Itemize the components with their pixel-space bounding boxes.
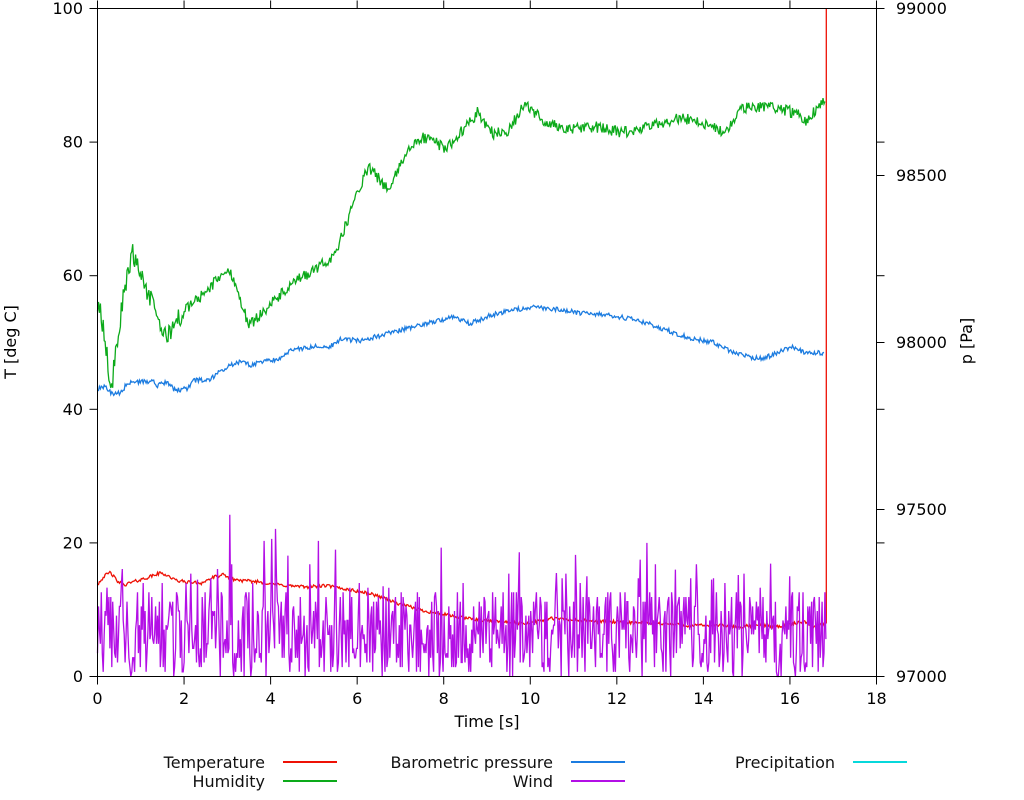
x-axis-label: Time [s] bbox=[453, 712, 519, 731]
legend-item-barometric-pressure: Barometric pressure bbox=[333, 751, 625, 773]
legend-line-humidity bbox=[283, 780, 337, 782]
svg-text:18: 18 bbox=[866, 689, 886, 708]
legend-label-humidity: Humidity bbox=[192, 771, 265, 791]
svg-text:0: 0 bbox=[92, 689, 102, 708]
legend-item-temperature: Temperature bbox=[45, 751, 337, 773]
legend-line-barometric-pressure bbox=[571, 761, 625, 763]
chart-series-layer bbox=[96, 8, 827, 678]
svg-text:16: 16 bbox=[780, 689, 800, 708]
svg-text:14: 14 bbox=[693, 689, 713, 708]
svg-text:40: 40 bbox=[63, 400, 83, 419]
svg-text:2: 2 bbox=[179, 689, 189, 708]
svg-text:0: 0 bbox=[73, 667, 83, 686]
chart-frame bbox=[89, 0, 885, 685]
svg-text:98000: 98000 bbox=[896, 333, 947, 352]
series-line-humidity bbox=[96, 97, 826, 389]
chart-tick-labels: 0 2 4 6 8 10 12 14 16 18 0 20 40 60 80 100 97000 97500 980… bbox=[52, 0, 946, 708]
legend-line-wind bbox=[571, 780, 625, 782]
svg-text:4: 4 bbox=[266, 689, 276, 708]
svg-text:99000: 99000 bbox=[896, 0, 947, 18]
legend-label-precipitation: Precipitation bbox=[734, 752, 835, 772]
legend-line-precipitation bbox=[853, 761, 907, 763]
svg-text:97500: 97500 bbox=[896, 500, 947, 519]
series-line-temperature bbox=[97, 8, 827, 631]
series-line-barometric-pressure bbox=[97, 304, 825, 397]
svg-text:8: 8 bbox=[439, 689, 449, 708]
svg-text:100: 100 bbox=[52, 0, 83, 18]
svg-text:20: 20 bbox=[63, 533, 83, 552]
svg-text:97000: 97000 bbox=[896, 667, 947, 686]
legend-item-wind: Wind bbox=[333, 770, 625, 792]
y2-axis-label: p [Pa] bbox=[957, 318, 976, 364]
legend-item-precipitation: Precipitation bbox=[615, 751, 907, 773]
svg-text:12: 12 bbox=[607, 689, 627, 708]
legend-label-barometric-pressure: Barometric pressure bbox=[390, 752, 553, 772]
legend-label-temperature: Temperature bbox=[163, 752, 265, 772]
svg-text:80: 80 bbox=[63, 133, 83, 152]
svg-text:98500: 98500 bbox=[896, 166, 947, 185]
legend-label-wind: Wind bbox=[512, 771, 553, 791]
legend-item-humidity: Humidity bbox=[45, 770, 337, 792]
svg-text:10: 10 bbox=[520, 689, 540, 708]
legend-line-temperature bbox=[283, 761, 337, 763]
svg-text:60: 60 bbox=[63, 266, 83, 285]
y-axis-label: T [deg C] bbox=[1, 305, 20, 380]
series-line-wind bbox=[96, 514, 827, 678]
svg-text:6: 6 bbox=[352, 689, 362, 708]
